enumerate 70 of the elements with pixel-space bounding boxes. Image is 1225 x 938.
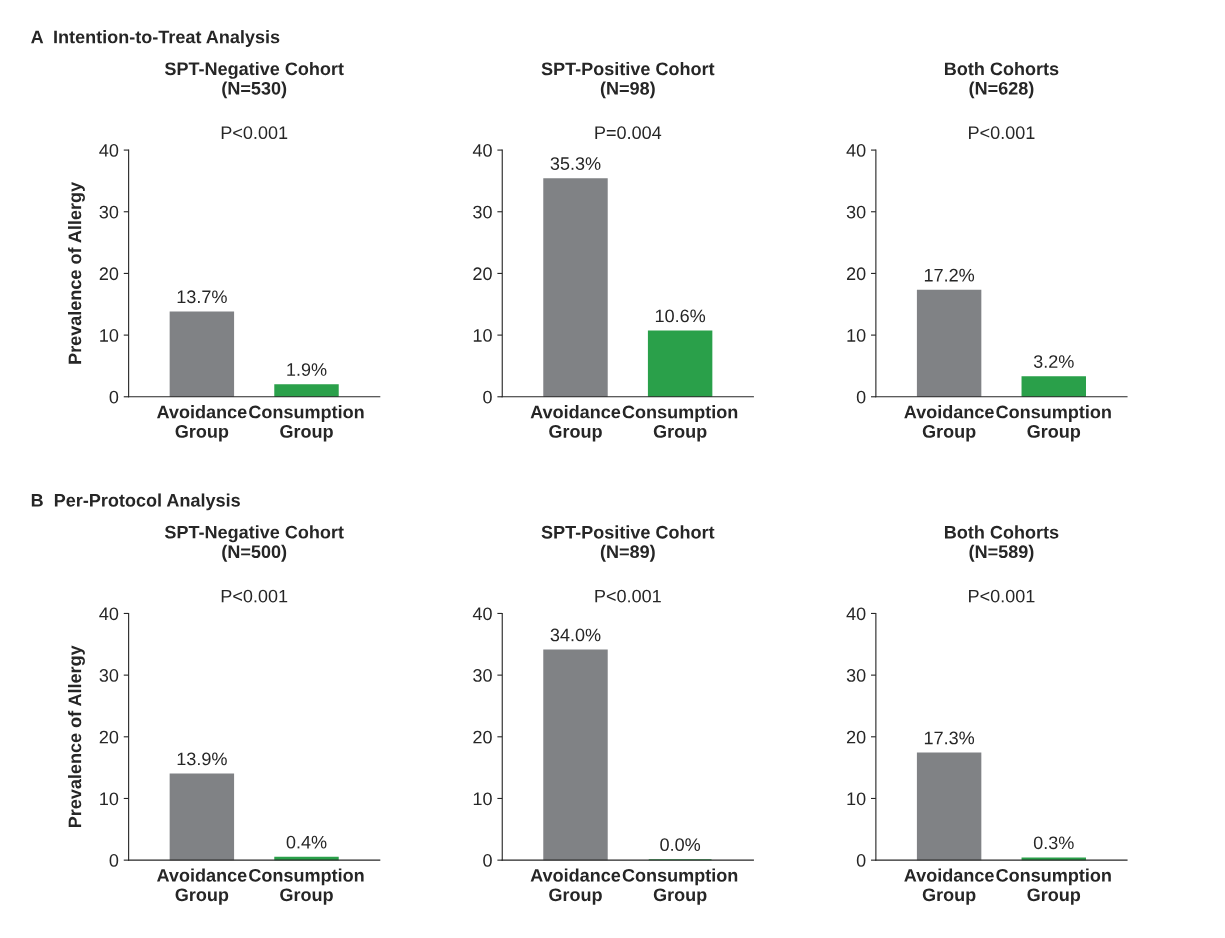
y-tick-label: 40 [846, 607, 866, 621]
x-tick-label: Avoidance Group [157, 405, 247, 442]
y-tick-label: 0 [109, 390, 119, 404]
x-tick-label: Consumption Group [996, 405, 1111, 442]
y-tick-label: 10 [100, 329, 119, 342]
y-tick-label: 40 [472, 607, 492, 621]
y-axis-title: Prevalence of Allergy [68, 182, 85, 364]
y-tick-label: 10 [473, 329, 492, 342]
data-label: 3.2% [1033, 355, 1074, 368]
y-tick-label: 20 [473, 267, 492, 281]
y-tick-label: 30 [473, 669, 492, 682]
data-label: 35.3% [550, 157, 601, 170]
y-axis-title: Prevalence of Allergy [68, 645, 85, 828]
x-tick-label: Avoidance Group [530, 868, 621, 905]
y-tick-label: 20 [99, 267, 119, 281]
y-tick-label: 20 [99, 730, 119, 744]
data-label: 17.3% [924, 731, 975, 745]
data-label: 34.0% [550, 628, 601, 642]
text: A Intention-to-Treat Analysis [31, 30, 280, 47]
y-tick-label: 0 [483, 854, 492, 867]
y-tick-label: 30 [99, 669, 119, 682]
data-label: 13.7% [177, 290, 227, 304]
chart-title: Both Cohorts (N=589) [944, 525, 1059, 562]
text: P<0.001 [595, 589, 661, 603]
data-label: 0.4% [286, 835, 327, 849]
y-tick-label: 20 [846, 267, 866, 281]
chart-title: Both Cohorts (N=628) [944, 61, 1059, 99]
y-tick-label: 0 [483, 390, 492, 404]
text: P<0.001 [221, 126, 288, 140]
text: P<0.001 [221, 589, 288, 603]
y-tick-label: 20 [846, 730, 866, 744]
y-tick-label: 40 [846, 144, 866, 157]
chart-title: SPT-Negative Cohort (N=530) [164, 61, 344, 99]
y-tick-label: 0 [856, 854, 866, 867]
y-tick-label: 40 [99, 144, 119, 157]
data-label: 0.3% [1033, 836, 1074, 850]
y-tick-label: 40 [99, 607, 119, 621]
y-tick-label: 10 [100, 792, 119, 806]
data-label: 17.2% [924, 268, 975, 282]
chart-title: SPT-Negative Cohort (N=500) [164, 525, 344, 562]
y-tick-label: 30 [473, 205, 492, 219]
y-tick-label: 40 [472, 144, 492, 157]
x-tick-label: Avoidance Group [904, 405, 994, 442]
text: B Per-Protocol Analysis [31, 493, 240, 511]
text: P=0.004 [595, 126, 662, 140]
x-tick-label: Avoidance Group [904, 868, 994, 905]
data-label: 13.9% [177, 752, 227, 766]
y-tick-label: 30 [99, 205, 119, 219]
chart-title: SPT-Positive Cohort (N=98) [541, 61, 715, 99]
y-tick-label: 0 [109, 854, 119, 867]
chart-title: SPT-Positive Cohort (N=89) [541, 525, 715, 562]
x-tick-label: Avoidance Group [157, 868, 247, 905]
y-tick-label: 0 [856, 390, 866, 404]
x-tick-label: Consumption Group [249, 868, 364, 905]
y-tick-label: 30 [846, 205, 866, 219]
y-tick-label: 10 [847, 792, 866, 806]
text: P<0.001 [969, 589, 1035, 603]
text: P<0.001 [969, 126, 1035, 140]
x-tick-label: Consumption Group [996, 868, 1111, 905]
x-tick-label: Consumption Group [622, 868, 738, 905]
y-tick-label: 10 [473, 792, 492, 806]
data-label: 0.0% [660, 838, 701, 852]
x-tick-label: Consumption Group [622, 405, 738, 442]
x-tick-label: Avoidance Group [530, 405, 621, 442]
data-label: 1.9% [287, 363, 327, 376]
data-label: 10.6% [655, 309, 706, 323]
y-tick-label: 30 [846, 669, 866, 682]
x-tick-label: Consumption Group [249, 405, 364, 442]
y-tick-label: 10 [847, 329, 866, 342]
y-tick-label: 20 [473, 730, 492, 744]
